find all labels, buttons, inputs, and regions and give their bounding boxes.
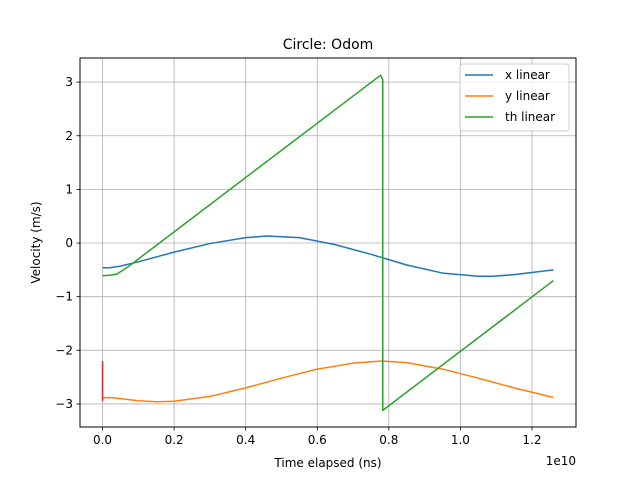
y-tick-label: −2: [55, 343, 73, 357]
x-tick-label: 0.0: [93, 433, 112, 447]
y-tick-label: 2: [65, 129, 73, 143]
series-line-y-linear: [102, 360, 554, 403]
x-tick-label: 0.4: [236, 433, 255, 447]
y-tick-label: 1: [65, 182, 73, 196]
x-tick-label: 0.6: [308, 433, 327, 447]
ticks: 0.0 0.2 0.4 0.6 0.8 1.0 1.2 3 2 1 0 −1 −2 −3: [55, 75, 541, 447]
legend: x linear y linear th linear: [459, 63, 570, 132]
legend-label-x-linear: x linear: [505, 68, 550, 82]
x-tick-label: 0.8: [379, 433, 398, 447]
x-tick-label: 0.2: [165, 433, 184, 447]
y-tick-label: 3: [65, 75, 73, 89]
legend-label-th-linear: th linear: [505, 110, 555, 124]
series-layer: [101, 74, 554, 412]
chart-title: Circle: Odom: [283, 37, 374, 53]
x-tick-label: 1.0: [451, 433, 470, 447]
x-tick-label: 1.2: [522, 433, 541, 447]
y-tick-label: 0: [65, 236, 73, 250]
x-axis-offset-text: 1e10: [546, 454, 576, 468]
x-axis-label: Time elapsed (ns): [273, 456, 381, 470]
y-tick-label: −3: [55, 397, 73, 411]
series-line-th-linear: [102, 74, 554, 412]
y-tick-label: −1: [55, 290, 73, 304]
legend-frame: [459, 63, 570, 132]
plot-frame: [79, 57, 577, 428]
y-axis-label: Velocity (m/s): [29, 201, 43, 283]
legend-label-y-linear: y linear: [505, 89, 550, 103]
